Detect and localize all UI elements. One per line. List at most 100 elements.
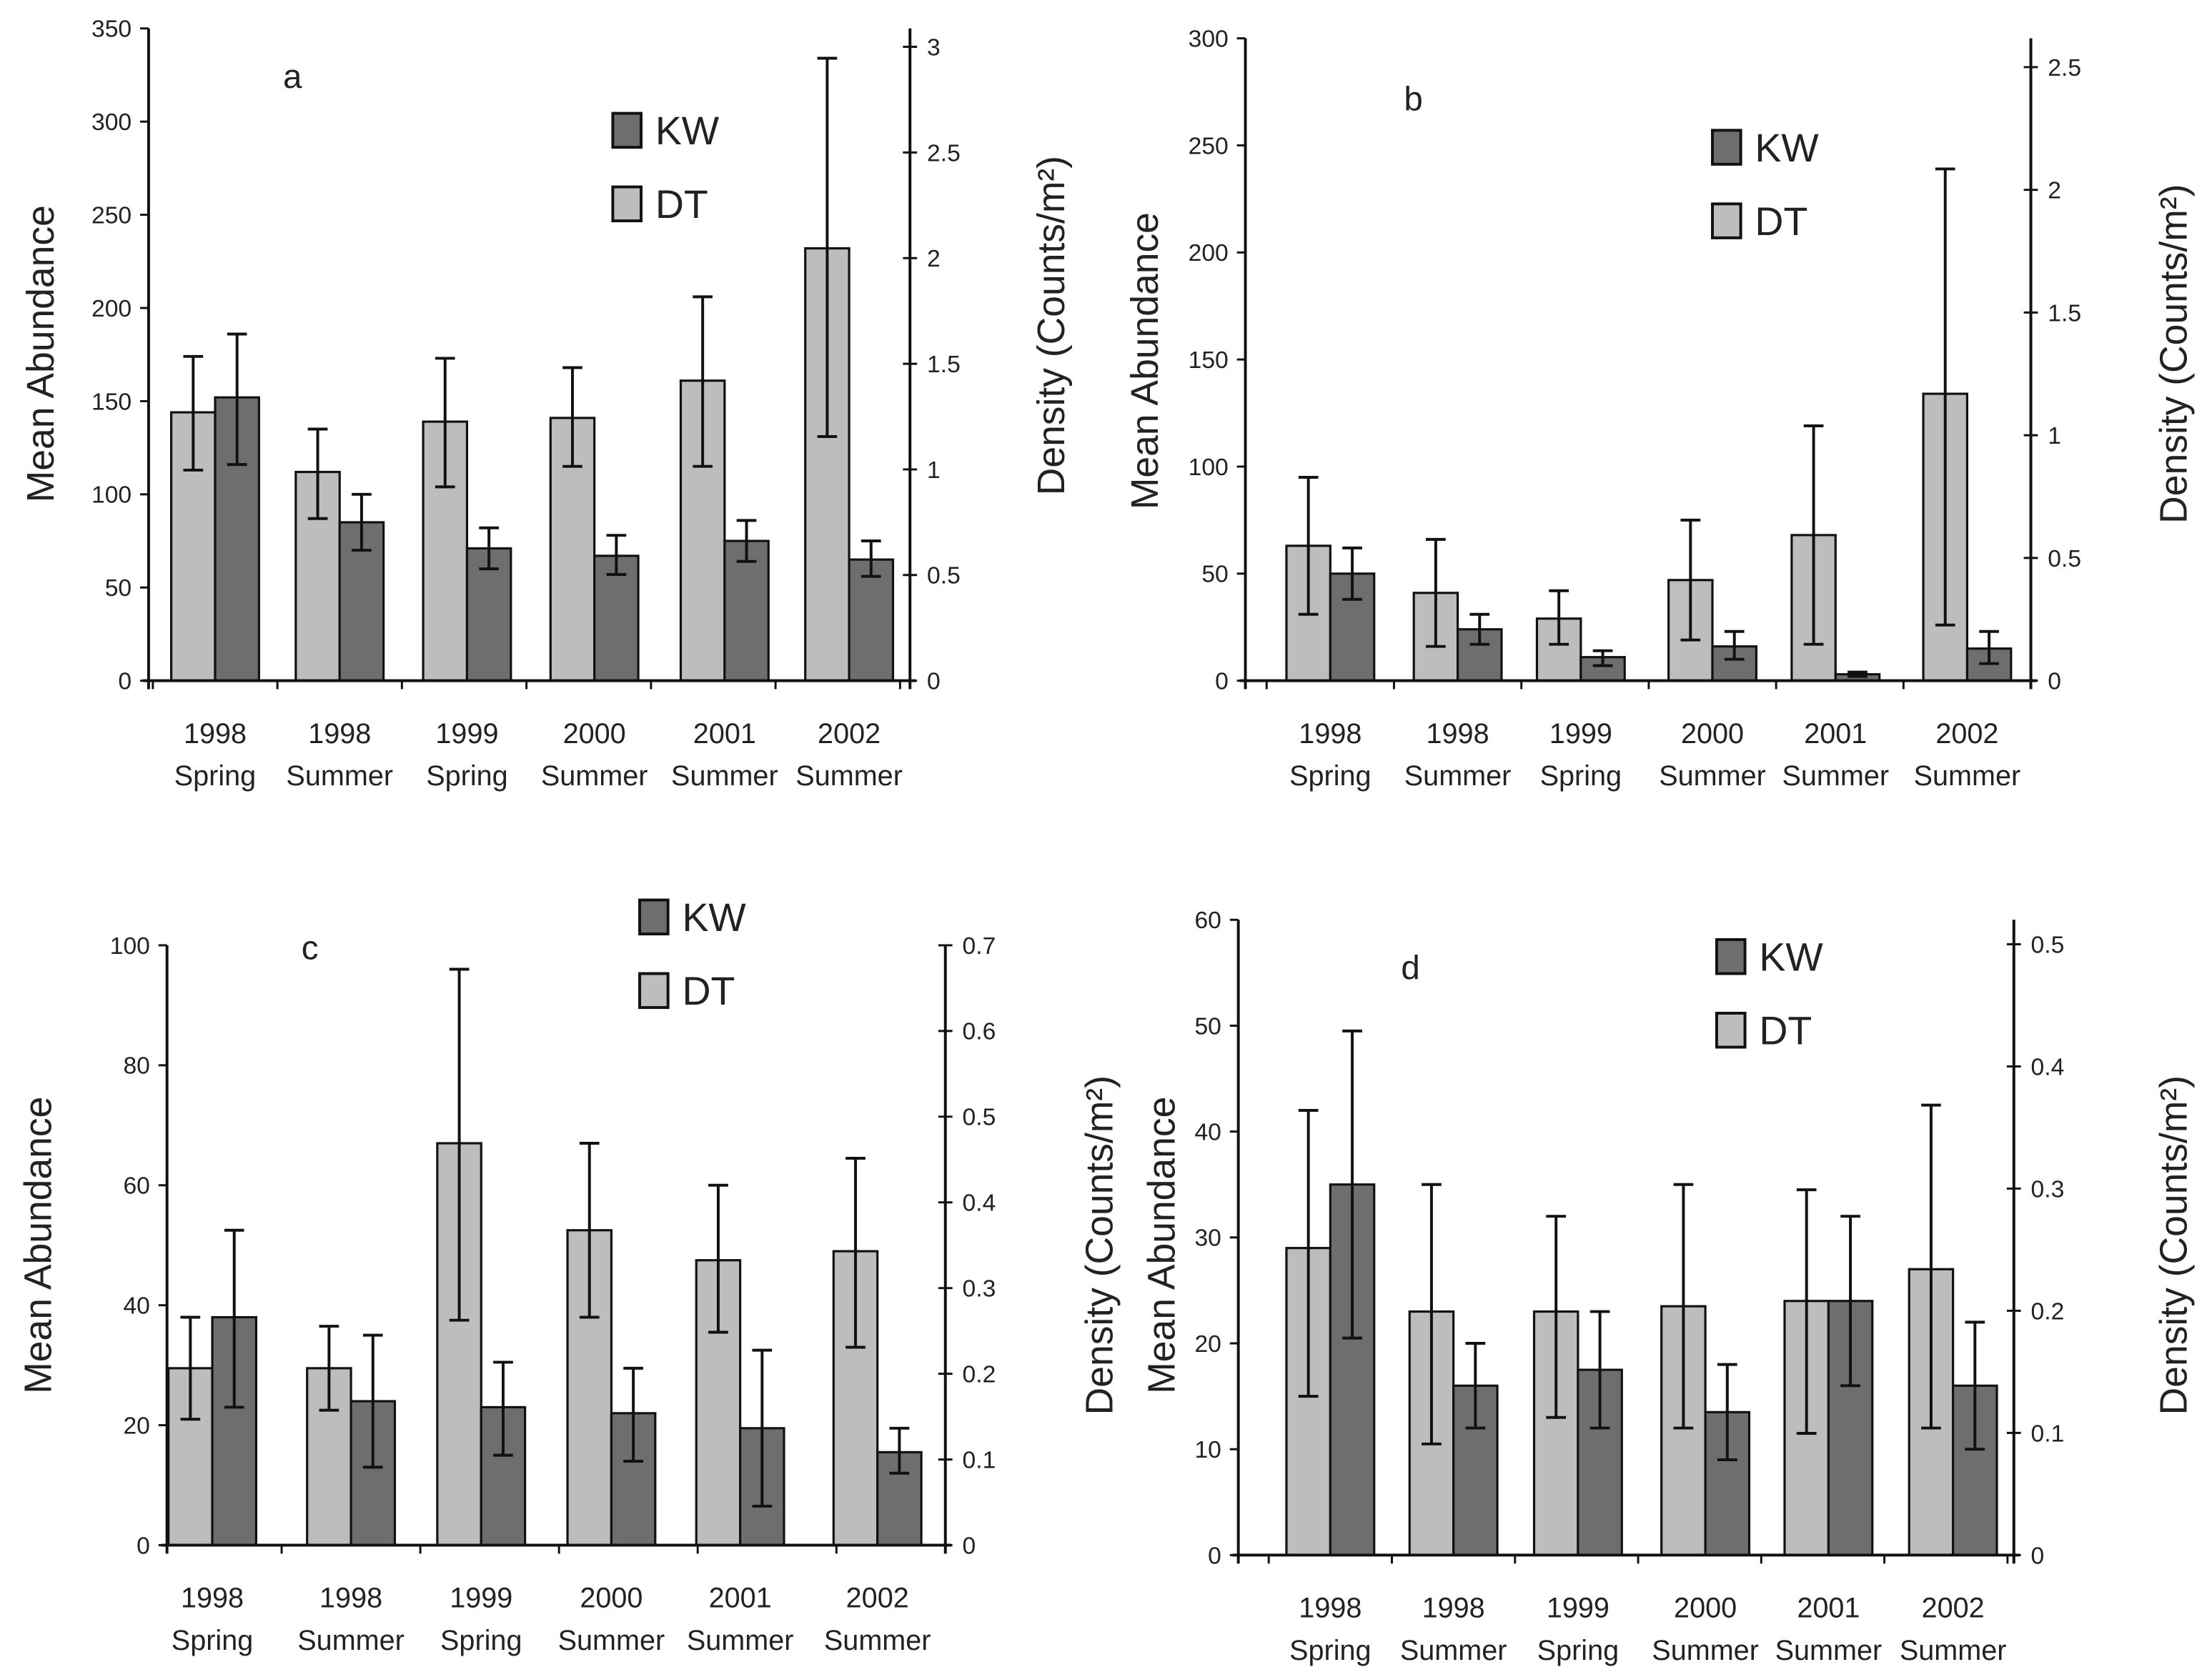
legend-label-dt: DT <box>682 969 735 1013</box>
y2-axis-title: Density (Counts/m²) <box>1078 1075 1121 1415</box>
category-label-season: Spring <box>1540 760 1622 792</box>
y-tick-label: 250 <box>91 202 132 229</box>
legend-swatch-kw <box>611 111 643 149</box>
category-label-season: Summer <box>1400 1635 1507 1666</box>
category-label-season: Summer <box>795 760 903 792</box>
panel-label: c <box>302 930 319 967</box>
y2-tick-label: 2.5 <box>927 140 961 166</box>
category-label-year: 2000 <box>1674 1593 1737 1624</box>
legend-swatch-dt <box>1711 202 1742 239</box>
y-tick-label: 80 <box>123 1053 149 1080</box>
y2-tick-label: 0.5 <box>2048 546 2081 572</box>
y-tick-label: 350 <box>91 16 132 43</box>
y2-tick-label: 0 <box>2048 669 2061 695</box>
category-label-year: 1998 <box>1427 718 1489 750</box>
category-label-year: 1999 <box>1547 1593 1610 1624</box>
y2-tick-label: 0 <box>963 1533 976 1559</box>
y2-tick-label: 0.2 <box>963 1362 996 1388</box>
y2-axis-title: Density (Counts/m²) <box>2153 1075 2195 1415</box>
category-label-year: 2000 <box>563 718 626 750</box>
y2-tick-label: 0.5 <box>963 1105 996 1131</box>
y-tick-label: 40 <box>1194 1120 1221 1146</box>
legend-swatch-dt <box>638 972 670 1010</box>
category-label-season: Summer <box>1775 1635 1883 1666</box>
y2-tick-label: 0.3 <box>2031 1176 2065 1203</box>
category-label-year: 2002 <box>1935 718 1998 750</box>
category-label-season: Spring <box>1537 1635 1619 1666</box>
legend-label-dt: DT <box>1759 1009 1812 1053</box>
category-label-season: Spring <box>440 1625 522 1656</box>
category-label-year: 1998 <box>308 718 371 750</box>
y2-tick-label: 0.6 <box>963 1019 996 1045</box>
y2-tick-label: 0.1 <box>2031 1420 2065 1447</box>
category-label-season: Summer <box>1782 760 1889 792</box>
legend-label-kw: KW <box>682 895 746 940</box>
category-label-season: Summer <box>297 1625 405 1656</box>
y-tick-label: 300 <box>91 109 132 136</box>
y-tick-label: 200 <box>91 296 132 322</box>
category-label-year: 1999 <box>450 1583 512 1614</box>
legend-swatch-kw <box>638 898 670 936</box>
y2-tick-label: 0.2 <box>2031 1298 2065 1325</box>
y2-axis-title: Density (Counts/m²) <box>1031 156 1073 495</box>
panel-label: d <box>1401 949 1419 987</box>
category-label-season: Summer <box>1900 1635 2007 1666</box>
legend-label-kw: KW <box>1755 126 1819 170</box>
legend-swatch-dt <box>1715 1012 1747 1049</box>
category-label-season: Summer <box>671 760 778 792</box>
y2-tick-label: 0 <box>927 669 941 695</box>
y2-tick-label: 1 <box>2048 423 2061 449</box>
category-label-season: Summer <box>541 760 648 792</box>
category-label-season: Summer <box>1652 1635 1759 1666</box>
category-label-year: 1998 <box>184 718 247 750</box>
y-tick-label: 100 <box>91 482 132 509</box>
y-tick-label: 150 <box>91 389 132 415</box>
legend-label-kw: KW <box>655 109 720 153</box>
y-tick-label: 60 <box>123 1173 149 1200</box>
category-label-year: 1998 <box>1422 1593 1485 1624</box>
y-tick-label: 20 <box>1194 1331 1221 1358</box>
y2-axis-title: Density (Counts/m²) <box>2153 184 2195 524</box>
y-tick-label: 40 <box>123 1293 149 1320</box>
legend-label-dt: DT <box>1755 199 1807 244</box>
category-label-year: 1999 <box>435 718 498 750</box>
y-tick-label: 60 <box>1194 907 1221 934</box>
category-label-season: Spring <box>1289 1635 1371 1666</box>
category-label-year: 1998 <box>181 1583 244 1614</box>
y2-tick-label: 0.5 <box>927 563 961 589</box>
y-tick-label: 0 <box>118 669 132 695</box>
y2-tick-label: 0.7 <box>963 933 996 960</box>
legend-swatch-dt <box>611 185 643 223</box>
y-axis-title: Mean Abundance <box>1141 1097 1184 1394</box>
y-tick-label: 100 <box>110 933 150 960</box>
y-tick-label: 250 <box>1189 133 1229 159</box>
category-label-season: Spring <box>1289 760 1371 792</box>
category-label-season: Summer <box>1659 760 1766 792</box>
category-label-season: Spring <box>172 1625 253 1656</box>
y-axis-title: Mean Abundance <box>20 205 62 502</box>
y2-tick-label: 1 <box>927 457 941 484</box>
y-tick-label: 200 <box>1189 240 1229 267</box>
y2-tick-label: 3 <box>927 34 941 61</box>
panel-label: b <box>1404 81 1422 119</box>
category-label-year: 2002 <box>818 718 881 750</box>
y2-tick-label: 2 <box>2048 178 2061 204</box>
category-label-year: 2001 <box>1797 1593 1860 1624</box>
category-label-season: Spring <box>174 760 256 792</box>
legend-label-kw: KW <box>1759 935 1823 980</box>
y2-tick-label: 0.4 <box>963 1190 996 1217</box>
category-label-year: 2001 <box>709 1583 772 1614</box>
y-tick-label: 150 <box>1189 347 1229 374</box>
y-tick-label: 50 <box>1201 562 1228 588</box>
y-tick-label: 0 <box>1208 1543 1221 1569</box>
y2-tick-label: 0 <box>2031 1543 2045 1569</box>
y2-tick-label: 0.3 <box>963 1276 996 1303</box>
y-tick-label: 30 <box>1194 1225 1221 1252</box>
category-label-season: Summer <box>558 1625 665 1656</box>
category-label-season: Summer <box>286 760 393 792</box>
y2-tick-label: 0.1 <box>963 1447 996 1473</box>
y-tick-label: 0 <box>137 1533 150 1559</box>
category-label-season: Summer <box>1914 760 2021 792</box>
category-label-year: 1999 <box>1549 718 1612 750</box>
